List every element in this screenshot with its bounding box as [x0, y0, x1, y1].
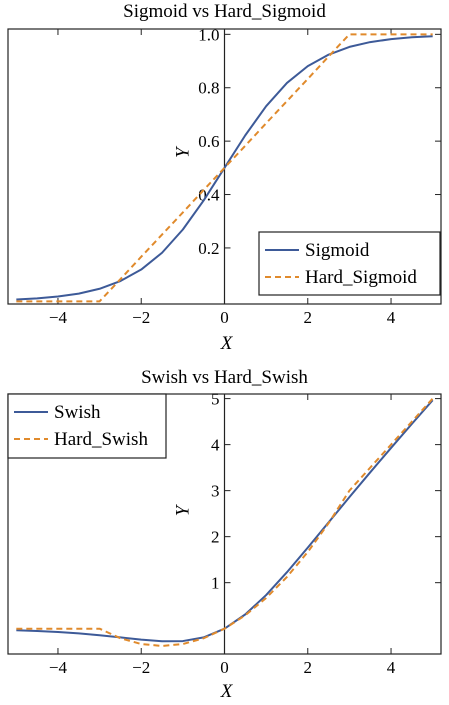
y-tick-label: 0.8 — [198, 79, 219, 98]
series-line — [16, 397, 434, 647]
x-tick-label: −2 — [132, 308, 150, 327]
y-tick-label: 4 — [211, 436, 220, 455]
legend-label: Hard_Swish — [54, 429, 148, 450]
y-tick-label: 0.2 — [198, 239, 219, 258]
legend: Swish Hard_Swish — [7, 393, 167, 459]
chart-title: Sigmoid vs Hard_Sigmoid — [123, 1, 326, 22]
y-tick-label: 3 — [211, 482, 220, 501]
chart-2: Swish vs Hard_Swish −4 −2 0 2 4 1 2 3 4 5 X Y Swish Ha… — [7, 367, 442, 702]
series-hard-swish — [16, 397, 434, 647]
legend-label: Hard_Sigmoid — [305, 267, 417, 288]
x-tick-label: 4 — [387, 658, 396, 677]
y-tick-label: 2 — [211, 528, 220, 547]
x-tick-label: 0 — [220, 658, 229, 677]
legend-label: Swish — [54, 402, 101, 423]
x-tick-label: 0 — [220, 308, 229, 327]
series-line — [16, 33, 433, 303]
legend-box — [258, 231, 441, 296]
series-sigmoid — [16, 35, 433, 301]
series-hard-sigmoid — [16, 33, 433, 303]
x-axis-label: X — [220, 681, 234, 702]
x-tick-label: −4 — [49, 308, 68, 327]
x-tick-label: 2 — [304, 658, 313, 677]
chart-title: Swish vs Hard_Swish — [141, 367, 308, 388]
legend-box — [7, 393, 167, 459]
y-axis-label: Y — [173, 503, 194, 516]
y-axis-label: Y — [173, 145, 194, 158]
y-tick-label: 0.6 — [198, 132, 219, 151]
x-tick-label: −2 — [132, 658, 150, 677]
x-tick-label: −4 — [49, 658, 68, 677]
x-tick-label: 4 — [387, 308, 396, 327]
y-tick-label: 1.0 — [198, 25, 219, 44]
legend: Sigmoid Hard_Sigmoid — [258, 231, 441, 296]
y-tick-label: 1 — [211, 574, 220, 593]
legend-label: Sigmoid — [305, 240, 370, 261]
x-tick-label: 2 — [304, 308, 313, 327]
chart-1: Sigmoid vs Hard_Sigmoid −4 −2 0 2 4 0.2 0.4 0.6 0… — [7, 1, 442, 354]
x-axis-label: X — [220, 333, 234, 354]
y-tick-label: 0.4 — [198, 186, 220, 205]
series-line — [16, 35, 433, 301]
y-tick-label: 5 — [211, 390, 220, 409]
